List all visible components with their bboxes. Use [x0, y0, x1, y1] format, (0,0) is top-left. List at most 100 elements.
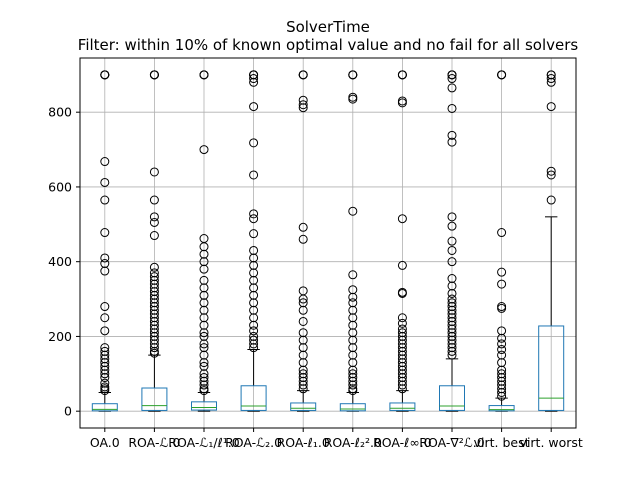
outlier-point: [497, 391, 507, 401]
outlier-point: [249, 290, 259, 300]
outlier-point: [348, 292, 358, 302]
y-tick-label: 600: [48, 179, 72, 194]
outlier-point: [348, 270, 358, 280]
box-iqr: [91, 403, 118, 412]
outlier-point: [397, 96, 407, 106]
outlier-point: [298, 95, 308, 105]
outlier-point: [348, 320, 358, 330]
outlier-point: [199, 373, 209, 383]
outlier-point: [100, 266, 110, 276]
outlier-point: [199, 257, 209, 267]
outlier-point: [497, 326, 507, 336]
outlier-point: [249, 313, 259, 323]
outlier-point: [298, 328, 308, 338]
outlier-point: [149, 275, 159, 285]
outlier-point: [348, 358, 358, 368]
outlier-point: [447, 83, 457, 93]
outlier-point: [348, 313, 358, 323]
outlier-point: [447, 74, 457, 84]
outlier-point: [497, 369, 507, 379]
outlier-point: [199, 369, 209, 379]
outlier-point: [149, 212, 159, 222]
outlier-point: [397, 365, 407, 375]
box-iqr: [141, 387, 168, 411]
outlier-point: [249, 209, 259, 219]
outlier-point: [447, 221, 457, 231]
x-tick-label: virt. worst: [520, 435, 583, 450]
outlier-point: [546, 170, 556, 180]
y-tick-label: 400: [48, 254, 72, 269]
outlier-point: [397, 358, 407, 368]
outlier-point: [447, 245, 457, 255]
outlier-point: [199, 320, 209, 330]
outlier-point: [199, 343, 209, 353]
outlier-point: [249, 326, 259, 336]
outlier-point: [149, 167, 159, 177]
outlier-point: [100, 177, 110, 187]
outlier-point: [546, 77, 556, 87]
box-group: [240, 70, 267, 412]
outlier-point: [497, 267, 507, 277]
outlier-point: [447, 328, 457, 338]
outlier-point: [100, 373, 110, 383]
outlier-point: [447, 298, 457, 308]
outlier-point: [100, 313, 110, 323]
outlier-point: [397, 369, 407, 379]
outlier-point: [447, 343, 457, 353]
outlier-point: [149, 305, 159, 315]
outlier-point: [249, 170, 259, 180]
outlier-point: [397, 384, 407, 394]
outlier-point: [298, 369, 308, 379]
outlier-point: [100, 195, 110, 205]
outlier-point: [298, 373, 308, 383]
outlier-point: [447, 281, 457, 291]
outlier-point: [348, 328, 358, 338]
outlier-point: [348, 285, 358, 295]
outlier-point: [397, 260, 407, 270]
outlier-point: [199, 298, 209, 308]
outlier-point: [447, 274, 457, 284]
outlier-point: [249, 343, 259, 353]
outlier-point: [199, 350, 209, 360]
outlier-point: [298, 365, 308, 375]
outlier-point: [447, 212, 457, 222]
outlier-point: [100, 354, 110, 364]
outlier-point: [397, 346, 407, 356]
outlier-point: [199, 313, 209, 323]
outlier-point: [249, 77, 259, 87]
chart-subtitle: Filter: within 10% of known optimal valu…: [78, 36, 579, 54]
outlier-point: [447, 305, 457, 315]
outlier-point: [397, 376, 407, 386]
outlier-point: [298, 376, 308, 386]
outlier-point: [249, 260, 259, 270]
outlier-point: [348, 350, 358, 360]
outlier-point: [199, 264, 209, 274]
box-group: [439, 70, 465, 412]
outlier-point: [348, 70, 358, 80]
outlier-point: [149, 335, 159, 345]
outlier-point: [348, 380, 358, 390]
axis-layer: 0 200 400 600 800 OA.0 ROA-ℒ.0ROA-ℒ₁/ℓ¹.0ROA-ℒ…: [48, 105, 583, 450]
outlier-point: [447, 70, 457, 80]
outlier-point: [497, 339, 507, 349]
outlier-point: [100, 157, 110, 167]
outlier-point: [149, 279, 159, 289]
outlier-point: [447, 350, 457, 360]
outlier-point: [249, 331, 259, 341]
outlier-point: [447, 320, 457, 330]
outlier-point: [447, 324, 457, 334]
outlier-point: [199, 275, 209, 285]
outlier-point: [149, 294, 159, 304]
outlier-point: [348, 298, 358, 308]
outlier-point: [249, 214, 259, 224]
outlier-point: [199, 234, 209, 244]
outlier-point: [100, 361, 110, 371]
x-tick-label: ROA-ℒ.0: [128, 435, 180, 450]
outlier-point: [298, 286, 308, 296]
outlier-point: [199, 145, 209, 155]
x-tick-label: ROA-∇²ℒ.0: [419, 435, 484, 450]
outlier-point: [199, 283, 209, 293]
outlier-point: [546, 195, 556, 205]
outlier-point: [397, 287, 407, 297]
outlier-point: [447, 294, 457, 304]
